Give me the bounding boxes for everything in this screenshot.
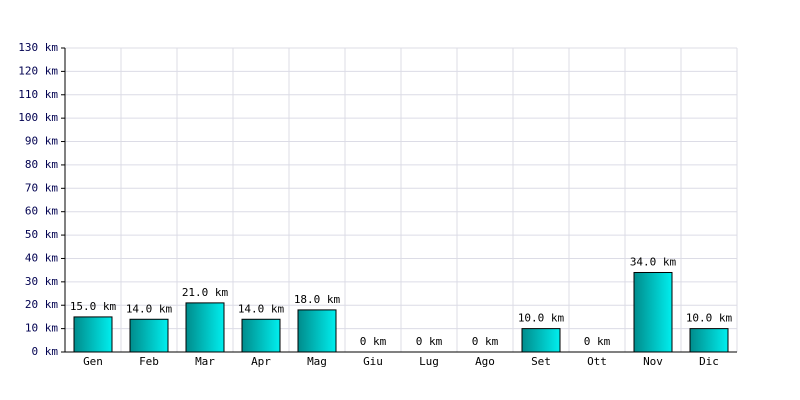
data-label: 18.0 km — [294, 293, 341, 306]
x-tick-label: Ott — [587, 355, 607, 368]
y-tick-label: 80 km — [25, 158, 58, 171]
data-label: 10.0 km — [518, 312, 565, 325]
bar — [633, 271, 673, 353]
bar — [521, 328, 561, 353]
y-tick-label: 10 km — [25, 322, 58, 335]
x-tick-label: Mag — [307, 355, 327, 368]
x-tick-label: Set — [531, 355, 551, 368]
bar — [241, 318, 281, 353]
bar — [129, 318, 169, 353]
y-tick-label: 70 km — [25, 181, 58, 194]
x-tick-label: Ago — [475, 355, 495, 368]
data-label: 14.0 km — [126, 302, 173, 315]
x-tick-label: Gen — [83, 355, 103, 368]
data-label: 0 km — [584, 335, 611, 348]
y-tick-label: 60 km — [25, 205, 58, 218]
bar — [689, 328, 729, 353]
data-label: 34.0 km — [630, 255, 677, 268]
y-tick-label: 100 km — [18, 111, 58, 124]
y-tick-label: 0 km — [32, 345, 59, 358]
x-tick-label: Giu — [363, 355, 383, 368]
y-tick-label: 40 km — [25, 251, 58, 264]
y-tick-label: 20 km — [25, 298, 58, 311]
x-tick-label: Lug — [419, 355, 439, 368]
y-tick-label: 130 km — [18, 41, 58, 54]
data-label: 0 km — [472, 335, 499, 348]
x-tick-label: Apr — [251, 355, 271, 368]
bar — [73, 316, 113, 353]
y-tick-label: 90 km — [25, 135, 58, 148]
y-tick-label: 50 km — [25, 228, 58, 241]
data-label: 0 km — [416, 335, 443, 348]
x-tick-label: Mar — [195, 355, 215, 368]
x-tick-label: Nov — [643, 355, 663, 368]
bar — [185, 302, 225, 353]
data-label: 15.0 km — [70, 300, 117, 313]
y-tick-label: 30 km — [25, 275, 58, 288]
data-label: 10.0 km — [686, 312, 733, 325]
y-tick-label: 110 km — [18, 88, 58, 101]
data-label: 14.0 km — [238, 302, 285, 315]
data-label: 21.0 km — [182, 286, 229, 299]
x-tick-label: Feb — [139, 355, 159, 368]
y-tick-label: 120 km — [18, 64, 58, 77]
bar — [297, 309, 337, 353]
data-label: 0 km — [360, 335, 387, 348]
x-tick-label: Dic — [699, 355, 719, 368]
